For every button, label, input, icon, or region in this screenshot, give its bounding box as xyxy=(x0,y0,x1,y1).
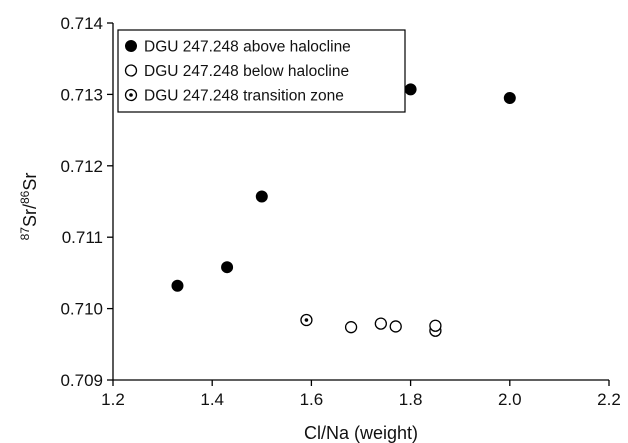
x-axis-ticks: 1.2 1.4 1.6 1.8 2.0 2.2 xyxy=(101,380,621,409)
legend-label: DGU 247.248 below halocline xyxy=(144,63,349,80)
y-axis-title: 87Sr/86Sr xyxy=(18,173,40,241)
y-tick-label: 0.713 xyxy=(60,85,103,104)
legend-marker xyxy=(124,88,138,102)
data-point xyxy=(344,321,358,334)
x-tick-label: 2.2 xyxy=(597,390,621,409)
x-tick-label: 2.0 xyxy=(498,390,522,409)
y-axis-ticks: 0.709 0.710 0.711 0.712 0.713 0.714 xyxy=(60,14,113,390)
data-point xyxy=(503,91,516,104)
x-tick-label: 1.2 xyxy=(101,390,125,409)
data-point xyxy=(404,83,417,96)
x-tick-label: 1.6 xyxy=(300,390,324,409)
data-points xyxy=(171,83,516,337)
y-tick-label: 0.710 xyxy=(60,300,103,319)
legend-box xyxy=(117,29,406,113)
y-title-text: Sr xyxy=(20,173,40,191)
x-axis-title: Cl/Na (weight) xyxy=(304,423,418,443)
legend-label: DGU 247.248 above halocline xyxy=(144,39,351,56)
data-point xyxy=(255,190,268,203)
y-tick-label: 0.714 xyxy=(60,14,103,33)
y-title-text: Sr/ xyxy=(20,204,40,227)
data-point xyxy=(300,313,313,327)
legend-marker xyxy=(124,64,138,77)
x-tick-label: 1.4 xyxy=(200,390,224,409)
data-point xyxy=(221,261,234,274)
y-tick-label: 0.709 xyxy=(60,371,103,390)
y-title-superscript: 86 xyxy=(18,190,32,204)
x-tick-label: 1.8 xyxy=(399,390,423,409)
data-point xyxy=(429,319,442,332)
data-point xyxy=(374,317,387,330)
y-tick-label: 0.711 xyxy=(62,228,103,247)
axes xyxy=(112,23,609,381)
y-title-superscript: 87 xyxy=(18,227,32,241)
data-point xyxy=(171,279,184,292)
legend-label: DGU 247.248 transition zone xyxy=(144,88,344,105)
y-tick-label: 0.712 xyxy=(60,157,103,176)
legend-marker xyxy=(125,40,137,52)
legend: DGU 247.248 above halocline DGU 247.248 b… xyxy=(117,29,406,113)
data-point xyxy=(389,320,402,333)
